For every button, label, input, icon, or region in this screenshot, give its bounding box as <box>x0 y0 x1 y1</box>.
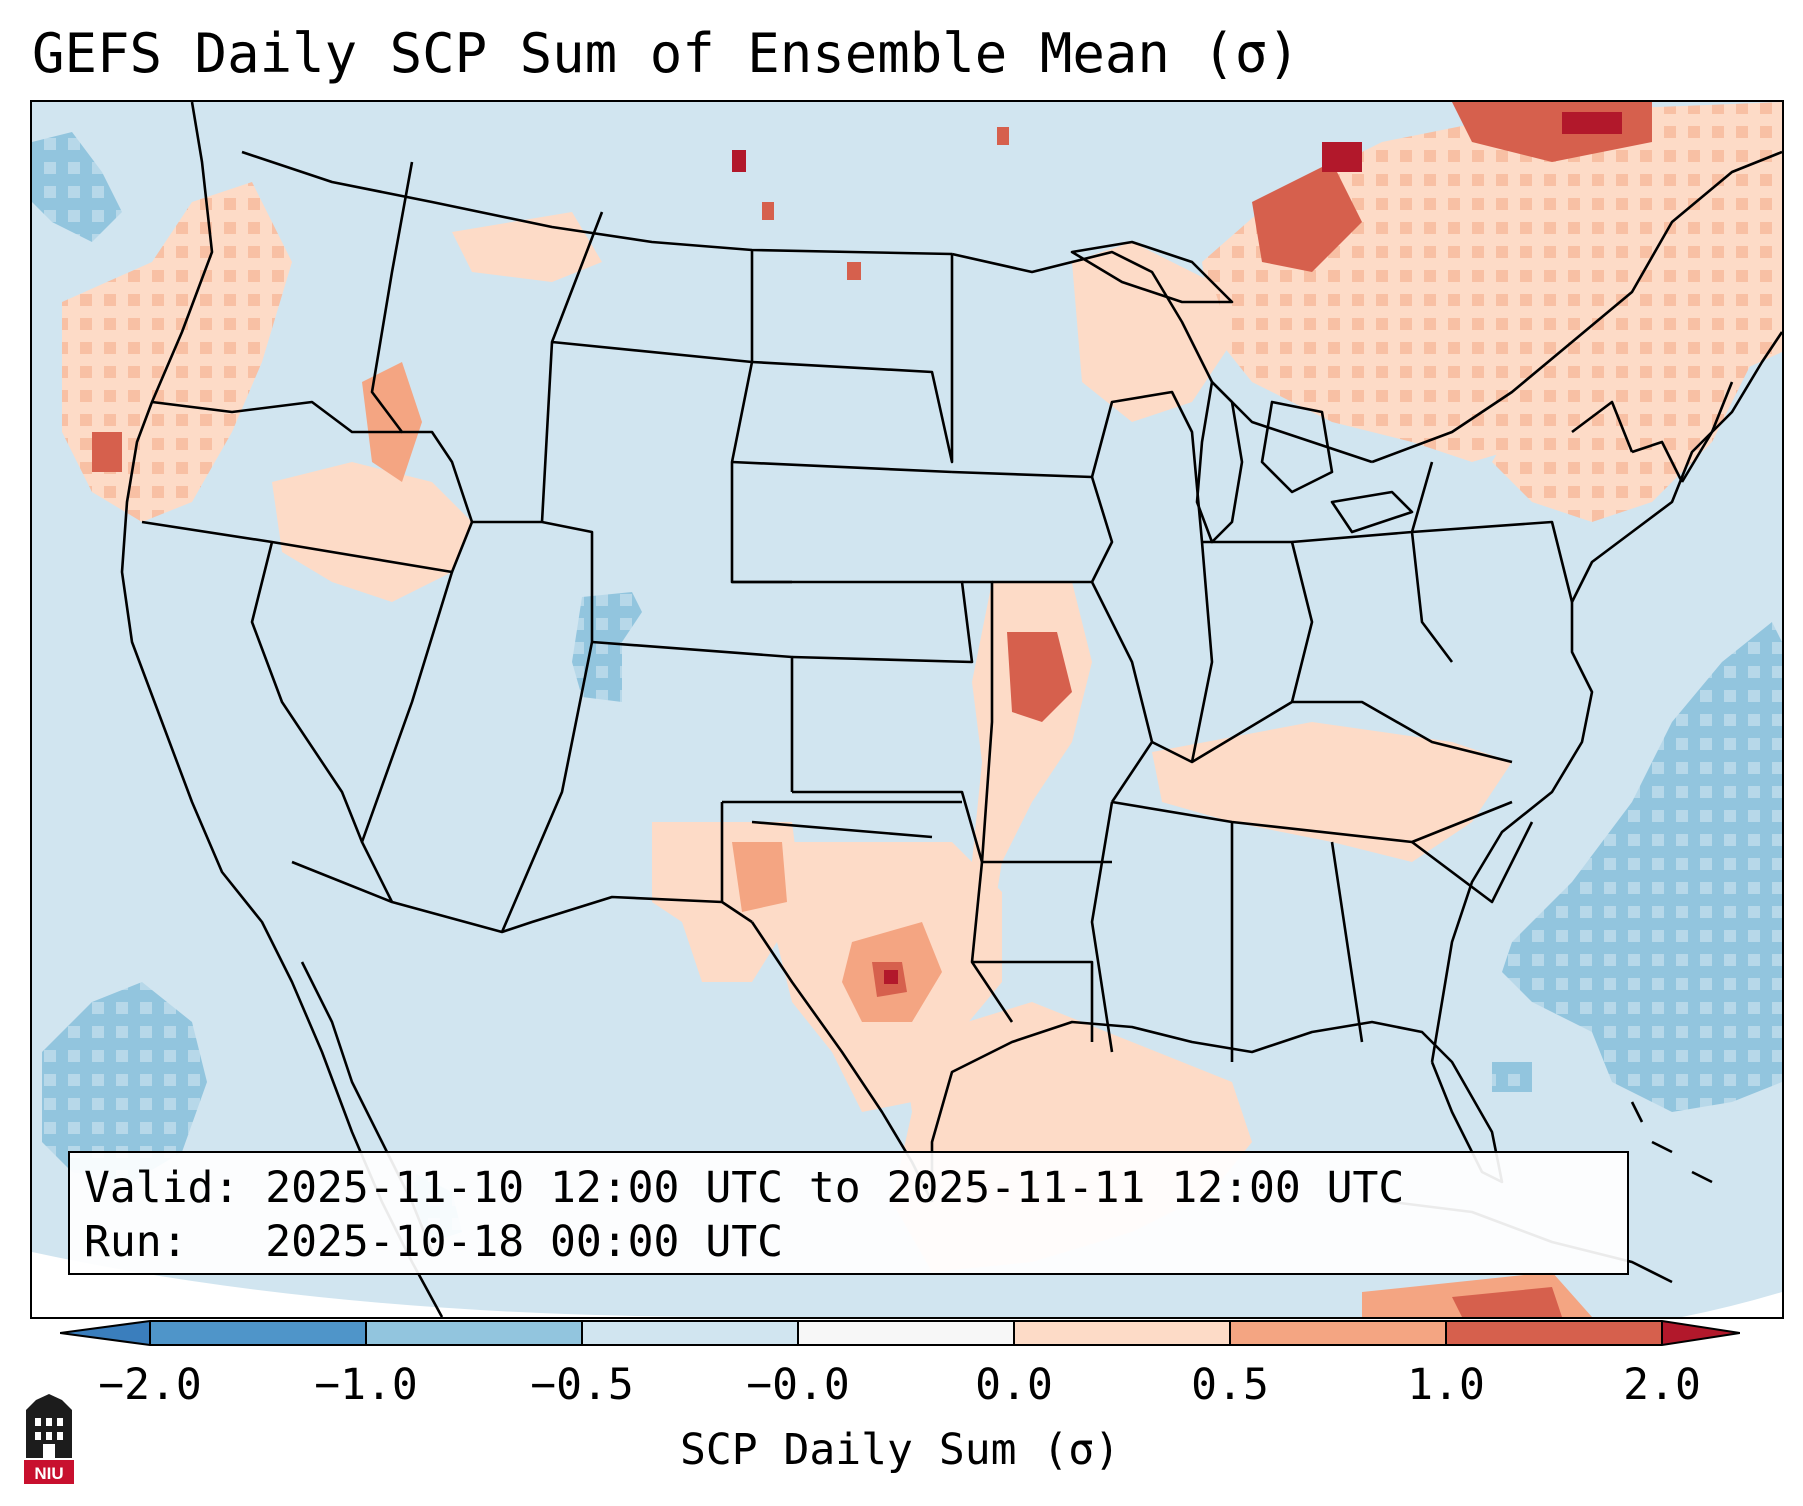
pacific-nw-negative <box>32 132 122 242</box>
lake-michigan <box>1195 380 1244 544</box>
nd-cell-2 <box>762 202 774 220</box>
florida-strait-negative <box>1492 1062 1532 1092</box>
colorbar-bin-4 <box>798 1321 1014 1345</box>
state-ne-ks-ok <box>732 580 984 863</box>
quebec-max-cell <box>1562 112 1622 134</box>
great-lakes-positive <box>1072 242 1232 422</box>
colorbar <box>60 1320 1740 1346</box>
chart-title: GEFS Daily SCP Sum of Ensemble Mean (σ) <box>32 22 1300 85</box>
lake-erie <box>1330 490 1414 534</box>
state-wa-or <box>151 400 402 434</box>
colorbar-bin-2 <box>366 1321 582 1345</box>
state-wi-il-in <box>1090 390 1314 763</box>
canada-us-border-great-lakes <box>951 250 1373 464</box>
idaho-positive <box>362 362 422 482</box>
atlantic-negative <box>1502 622 1782 1112</box>
mn-cell <box>997 127 1009 145</box>
map-panel <box>30 100 1784 1319</box>
colorbar-tick-label: 0.5 <box>1191 1360 1269 1410</box>
nd-cell <box>732 150 746 172</box>
colorbar-tick-label: 0.0 <box>975 1360 1053 1410</box>
west-coast <box>120 102 444 1317</box>
lake-superior <box>1070 240 1234 304</box>
colorbar-tick-label: −0.5 <box>530 1360 634 1410</box>
caribbean-core <box>1452 1287 1562 1317</box>
missouri-core <box>1007 632 1072 722</box>
tennessee-positive <box>1152 722 1512 862</box>
state-ca-nv <box>250 541 364 843</box>
colorbar-tick-label: 2.0 <box>1623 1360 1701 1410</box>
colorbar-bin-3 <box>582 1321 798 1345</box>
colorbar-extend-high <box>1662 1321 1740 1345</box>
canada-us-border-west <box>241 150 953 256</box>
run-time: 2025-10-18 00:00 UTC <box>265 1217 783 1267</box>
west-texas-core <box>732 842 787 912</box>
colorbar-tick-label: 1.0 <box>1407 1360 1485 1410</box>
colorbar-tick-label: −2.0 <box>98 1360 202 1410</box>
colorbar-extend-low <box>60 1321 150 1345</box>
projection-outside-right <box>1682 1292 1782 1317</box>
colorbar-bin-1 <box>150 1321 366 1345</box>
colorbar-bin-5 <box>1014 1321 1230 1345</box>
state-nm-tx <box>720 800 962 902</box>
validity-info-box: Valid: 2025-11-10 12:00 UTC to 2025-11-1… <box>68 1151 1629 1275</box>
ontario-max-cell <box>1322 142 1362 172</box>
sd-cell <box>847 262 861 280</box>
bahamas <box>1630 1101 1713 1184</box>
state-ia-il-mo <box>951 470 1154 803</box>
texas-max-cell <box>884 970 898 984</box>
lake-huron <box>1260 400 1334 494</box>
colorbar-ticks <box>149 1321 1663 1345</box>
state-id-mt <box>370 161 474 523</box>
positive-anomaly-regions <box>62 102 1782 1317</box>
colorbar-tick-label: −0.0 <box>746 1360 850 1410</box>
logo-text: NIU <box>34 1464 63 1483</box>
state-ms-al-ga <box>1090 801 1534 1062</box>
state-nv-az-ut <box>360 571 454 903</box>
state-ks-mo-ar <box>962 580 1014 1023</box>
pacific-negative <box>42 982 207 1182</box>
colorbar-bin-7 <box>1446 1321 1662 1345</box>
ontario-core <box>1252 162 1362 272</box>
negative-anomaly-regions <box>32 132 1782 1242</box>
coastlines-and-borders <box>120 102 1782 1317</box>
state-ky-tn <box>1111 700 1513 844</box>
state-nd-sd-mn <box>731 254 954 474</box>
oregon-max-cell <box>92 432 122 472</box>
east-coast <box>1430 331 1782 1063</box>
state-or-ca-nv <box>141 520 474 574</box>
valid-label: Valid: <box>84 1163 240 1213</box>
projection-outside <box>32 1252 732 1317</box>
state-oh-pa-ny <box>1291 461 1574 663</box>
state-ny-vt-nh-me <box>1571 381 1734 483</box>
run-label: Run: <box>84 1217 188 1267</box>
state-la-tx-ar <box>972 860 1112 1042</box>
state-ut-co-wy <box>472 520 594 933</box>
canada-us-border-east <box>1371 150 1782 464</box>
colorbar-label: SCP Daily Sum (σ) <box>679 1425 1121 1475</box>
niu-logo: NIU <box>24 1394 74 1484</box>
colorado-negative <box>572 592 642 702</box>
colorbar-tick-label: −1.0 <box>314 1360 418 1410</box>
valid-time-range: 2025-11-10 12:00 UTC to 2025-11-11 12:00… <box>265 1163 1405 1213</box>
colorbar-bin-6 <box>1230 1321 1446 1345</box>
